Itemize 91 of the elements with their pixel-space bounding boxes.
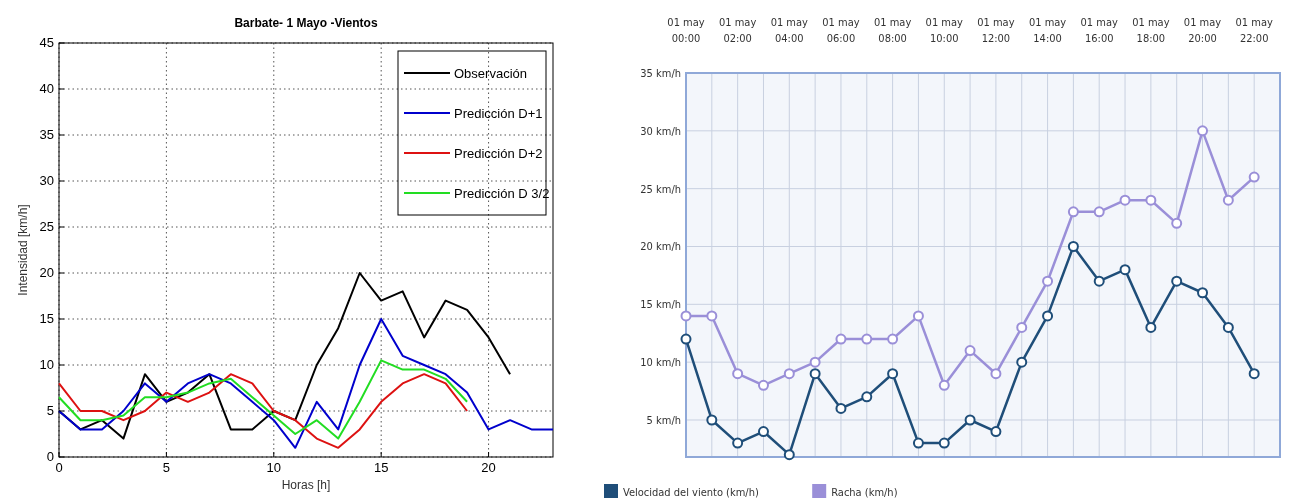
point <box>1197 287 1209 299</box>
point <box>887 368 899 380</box>
point <box>706 310 718 322</box>
point <box>1171 217 1183 229</box>
point <box>1016 321 1028 333</box>
point <box>1042 310 1054 322</box>
legend-label: Racha (km/h) <box>831 486 898 499</box>
legend-label: Predicción D+1 <box>454 106 543 121</box>
point <box>1248 368 1260 380</box>
point <box>861 333 873 345</box>
point <box>1222 194 1234 206</box>
point <box>732 437 744 449</box>
point <box>835 402 847 414</box>
point <box>835 333 847 345</box>
y-axis-title: Intensidad [km/h] <box>16 204 30 296</box>
point <box>706 414 718 426</box>
point <box>990 368 1002 380</box>
point <box>964 414 976 426</box>
x-tick-label: 01 may 06:00 <box>822 16 860 45</box>
point <box>1248 171 1260 183</box>
x-tick-label: 01 may 08:00 <box>873 16 912 45</box>
y-tick-label: 15 km/h <box>640 298 681 312</box>
y-tick-label: 15 <box>39 311 54 326</box>
y-tick-label: 35 km/h <box>640 67 681 80</box>
y-tick-label: 10 <box>39 357 54 372</box>
legend-label: Velocidad del viento (km/h) <box>623 486 759 499</box>
chart-title: Barbate- 1 Mayo -Vientos <box>234 16 378 30</box>
y-tick-label: 5 <box>46 403 54 418</box>
x-tick-label: 01 may 02:00 <box>719 16 757 45</box>
point <box>1145 194 1157 206</box>
point <box>1171 275 1183 287</box>
legend-label: Predicción D 3/2 <box>454 186 550 201</box>
y-tick-label: 0 <box>46 449 54 464</box>
point <box>1145 321 1157 333</box>
x-tick-label: 01 may 22:00 <box>1235 16 1273 45</box>
x-tick-label: 01 may 20:00 <box>1183 16 1222 45</box>
line-series <box>58 359 469 440</box>
point <box>732 368 744 380</box>
y-tick-label: 40 <box>39 81 54 96</box>
y-tick-label: 30 <box>39 173 54 188</box>
x-tick-label: 01 may 00:00 <box>667 16 705 45</box>
point <box>680 333 692 345</box>
x-tick-label: 01 may 04:00 <box>770 16 809 45</box>
point <box>964 345 976 357</box>
y-tick-label: 20 <box>39 265 54 280</box>
legend-label: Observación <box>454 66 527 81</box>
point <box>912 310 924 322</box>
point <box>1093 206 1105 218</box>
point <box>783 368 795 380</box>
point <box>1119 264 1131 276</box>
point <box>757 379 769 391</box>
x-tick-label: 15 <box>373 460 389 475</box>
y-tick-label: 35 <box>39 127 54 142</box>
x-tick-label: 5 <box>162 460 171 475</box>
y-tick-label: 45 <box>39 35 54 50</box>
point <box>1067 240 1079 252</box>
x-tick-label: 01 may 18:00 <box>1132 16 1170 45</box>
line-series <box>58 373 469 449</box>
point <box>809 368 821 380</box>
point <box>912 437 924 449</box>
y-tick-label: 20 km/h <box>640 240 681 254</box>
x-tick-label: 01 may 16:00 <box>1080 16 1119 45</box>
x-tick-label: 01 may 12:00 <box>977 16 1015 45</box>
point <box>1016 356 1028 368</box>
point <box>809 356 821 368</box>
y-tick-label: 25 <box>39 219 54 234</box>
y-tick-label: 5 km/h <box>646 413 681 427</box>
x-tick-label: 01 may 14:00 <box>1028 16 1067 45</box>
point <box>1042 275 1054 287</box>
x-axis-title: Horas [h] <box>281 478 331 492</box>
point <box>757 426 769 438</box>
point <box>1093 275 1105 287</box>
point <box>938 379 950 391</box>
y-tick-label: 25 km/h <box>640 182 681 196</box>
x-tick-label: 01 may 10:00 <box>925 16 964 45</box>
y-tick-label: 10 km/h <box>640 356 681 370</box>
point <box>680 310 692 322</box>
point <box>783 449 795 461</box>
y-tick-label: 30 km/h <box>640 124 681 138</box>
point <box>1119 194 1131 206</box>
point <box>1197 125 1209 137</box>
point <box>938 437 950 449</box>
line-series <box>58 318 554 449</box>
legend-label: Predicción D+2 <box>454 146 543 161</box>
point <box>1222 321 1234 333</box>
point <box>861 391 873 403</box>
point <box>990 426 1002 438</box>
point <box>1067 206 1079 218</box>
x-tick-label: 20 <box>481 460 496 475</box>
x-tick-label: 10 <box>266 460 282 475</box>
point <box>887 333 899 345</box>
